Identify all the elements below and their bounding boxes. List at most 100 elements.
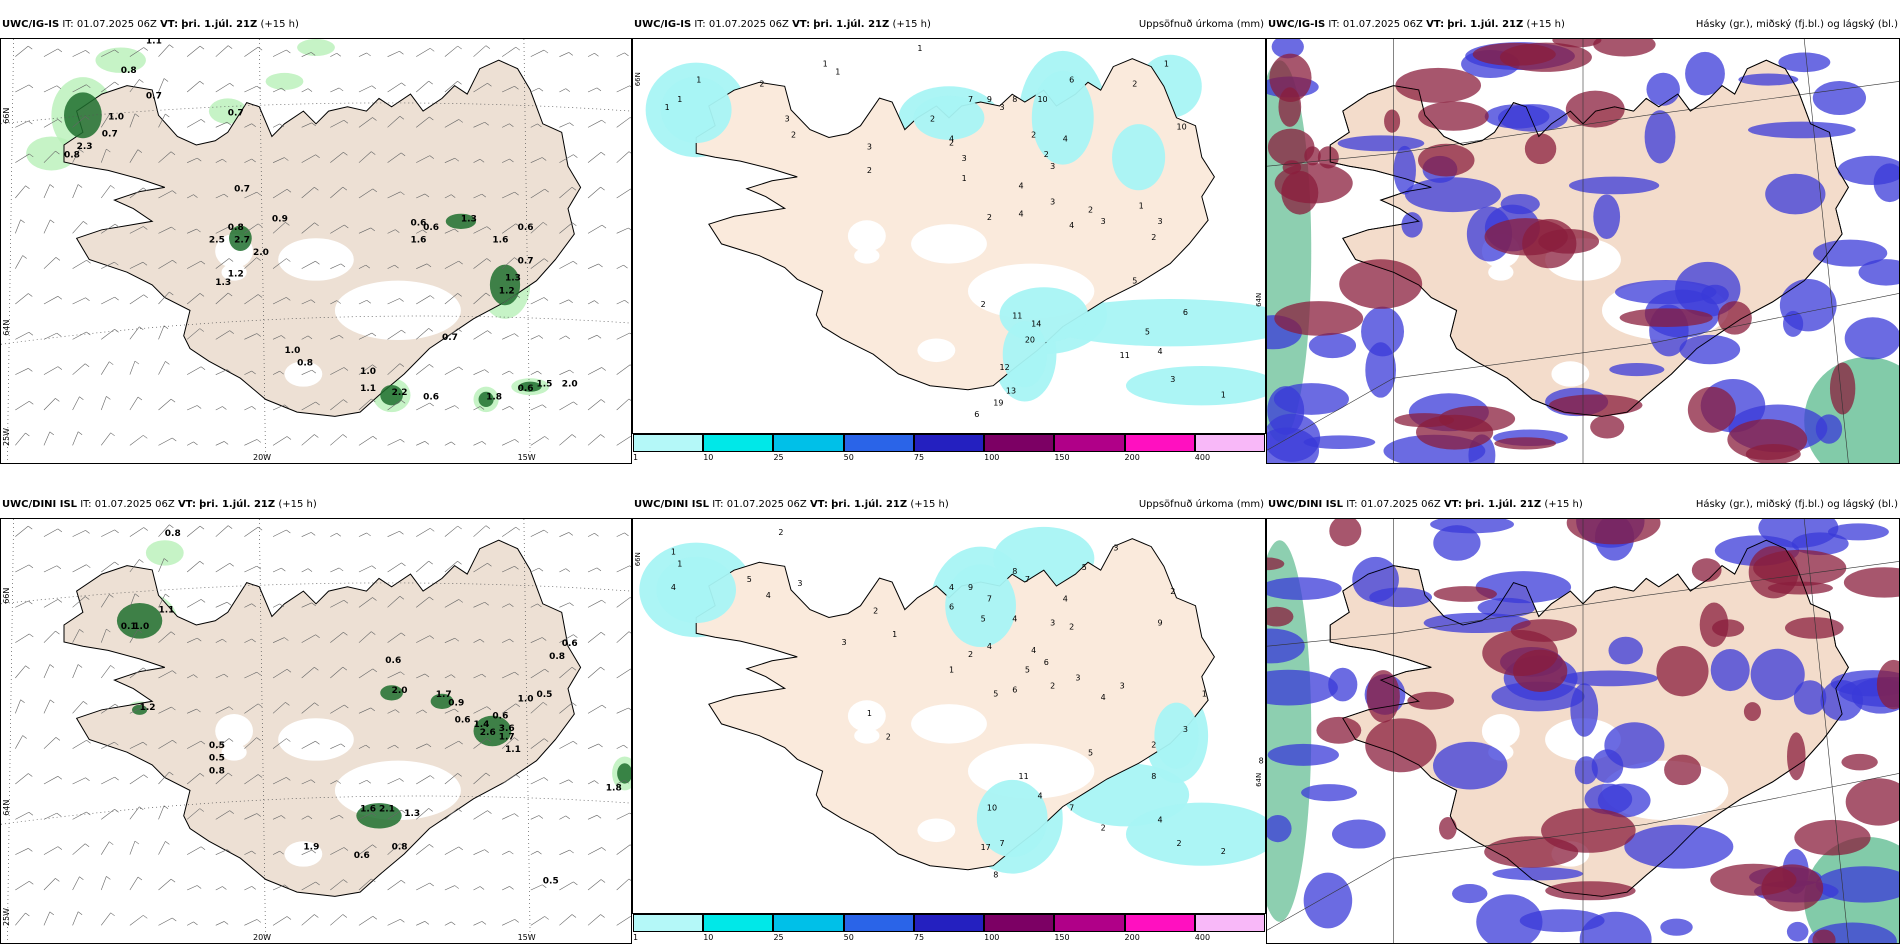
precip-value: 2: [1151, 741, 1156, 750]
precip-value: 9: [968, 583, 973, 592]
value-label: 2.2: [392, 388, 408, 398]
colorbar-tick: 1: [633, 933, 639, 942]
colorbar-tick: 200: [1124, 933, 1140, 942]
value-label: 0.6: [385, 656, 401, 666]
precip-value: 2: [987, 213, 992, 222]
precip-value: 4: [1158, 815, 1163, 824]
precip-value: 4: [1031, 646, 1036, 655]
colorbar-cell: [984, 914, 1055, 932]
value-label: 1.1: [360, 384, 376, 394]
precip-value: 4: [1158, 347, 1163, 356]
precip-value: 13: [1006, 387, 1016, 396]
value-label: 1.4: [474, 720, 490, 730]
precip-value: 5: [1025, 666, 1030, 675]
value-label: 1.0: [133, 622, 149, 632]
precip-value: 4: [1063, 595, 1068, 604]
precip-value: 5: [993, 689, 998, 698]
precip-value: 3: [1050, 162, 1055, 171]
lon-label-25: 25W: [2, 428, 11, 446]
precip-value: 1: [835, 67, 840, 76]
precip-value: 3: [1075, 674, 1080, 683]
value-label: 0.6: [518, 384, 534, 394]
value-label: 1.1: [159, 605, 175, 615]
cloud-map: [1266, 38, 1900, 464]
precip-value: 2: [867, 166, 872, 175]
value-label: 0.6: [411, 219, 427, 229]
precip-value: 4: [766, 591, 771, 600]
precip-value: 9: [987, 95, 992, 104]
precip-value: 3: [842, 638, 847, 647]
precip-value: 6: [974, 410, 979, 419]
panel-r2-wind: UWC/DINI ISL IT: 01.07.2025 06Z VT: þri.…: [0, 492, 632, 944]
value-label: 1.6: [492, 236, 508, 246]
precip-value: 7: [968, 95, 973, 104]
precip-value: 5: [1082, 563, 1087, 572]
precip-value: 7: [1025, 575, 1030, 584]
value-label: 0.5: [537, 690, 553, 700]
precip-value: 4: [1012, 614, 1017, 623]
value-label: 1.8: [606, 783, 622, 793]
wind-map: 0.8 1.1 1.0 0.1 0.6 2.0 1.7 0.9 1.2 0.6 1.4 0.6 0.5 0…: [0, 518, 632, 944]
cloud-map-svg: [1267, 519, 1899, 943]
precip-value: 4: [1019, 182, 1024, 191]
value-label: 1.8: [486, 392, 502, 402]
value-label: 0.1: [121, 622, 137, 632]
colorbar-tick: 400: [1194, 453, 1211, 462]
value-label: 0.5: [209, 741, 225, 751]
colorbar-cell: [843, 914, 914, 932]
precip-value: 2: [968, 650, 973, 659]
colorbar-cell: [843, 434, 914, 452]
panel-r1-precip: UWC/IG-IS IT: 01.07.2025 06Z VT: þri. 1.…: [632, 12, 1266, 464]
precip-value: 7: [1000, 839, 1005, 848]
colorbar-cell: [1194, 914, 1265, 932]
precip-value: 14: [1031, 320, 1041, 329]
precip-value: 3: [1000, 103, 1005, 112]
precip-value: 12: [1000, 363, 1010, 372]
precip-value: 10: [1177, 123, 1187, 132]
lat-label-64: 64N: [1255, 293, 1263, 307]
colorbar-cell: [984, 434, 1055, 452]
precip-value: 5: [747, 575, 752, 584]
value-label: 2.0: [562, 380, 578, 390]
value-label: 1.7: [499, 732, 515, 742]
value-label: 0.7: [234, 185, 250, 195]
value-label: 0.8: [228, 223, 244, 233]
model-name: UWC/IG-IS: [2, 19, 60, 30]
precip-value: 3: [797, 579, 802, 588]
colorbar-tick: 150: [1054, 933, 1070, 942]
precip-value: 3: [1183, 725, 1188, 734]
precip-value: 2: [1031, 131, 1036, 140]
precip-value: 3: [1120, 681, 1125, 690]
value-label: 0.5: [209, 754, 225, 764]
precip-value: 4: [949, 583, 954, 592]
value-label: 1.6: [360, 805, 376, 815]
cloud-map: [1266, 518, 1900, 944]
lon-label-15: 15W: [518, 453, 536, 462]
colorbar-tick: 400: [1194, 933, 1211, 942]
precip-value: 1: [867, 709, 872, 718]
value-label: 1.6: [411, 236, 427, 246]
value-label: 1.3: [404, 809, 420, 819]
colorbar-tick: 1: [633, 453, 639, 462]
value-label: 1.2: [499, 286, 515, 296]
precip-value: 7: [987, 595, 992, 604]
precip-value: 3: [1050, 618, 1055, 627]
value-label: 0.8: [64, 151, 80, 161]
precip-value: 19: [993, 398, 1003, 407]
precip-value: 11: [1019, 772, 1029, 781]
precip-value: 6: [1069, 75, 1074, 84]
precip-value: 1: [671, 547, 676, 556]
value-label: 0.6: [518, 223, 534, 233]
value-label: 2.7: [234, 236, 250, 246]
lat-label-66: 66N: [634, 552, 642, 566]
colorbar-cell: [1054, 914, 1125, 932]
precip-value: 2: [1050, 681, 1055, 690]
colorbar-cell: [633, 914, 704, 932]
precip-value: 1: [677, 559, 682, 568]
value-label: 1.2: [140, 703, 156, 713]
precip-value: 2: [1101, 823, 1106, 832]
precip-value: 10: [987, 804, 997, 813]
value-label: 0.7: [146, 91, 162, 101]
